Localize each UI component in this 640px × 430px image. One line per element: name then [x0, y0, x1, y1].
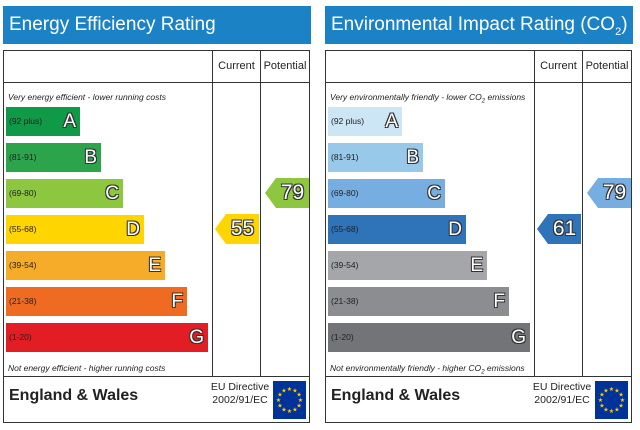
potential-rating-arrow: 79 — [587, 178, 631, 208]
column-header-current: Current — [218, 60, 255, 72]
arrow-shape — [265, 178, 309, 208]
band-range-label: (55-68) — [9, 224, 37, 234]
band-range-label: (55-68) — [331, 224, 359, 234]
band-letter: F — [493, 291, 505, 312]
band-range-label: (92 plus) — [9, 116, 43, 126]
rating-band-f: (21-38) F — [328, 287, 509, 316]
rating-band-c: (69-80) C — [6, 179, 123, 208]
svg-text:★: ★ — [618, 403, 623, 410]
band-range-label: (21-38) — [9, 296, 37, 306]
arrow-shape — [537, 214, 581, 244]
rating-value: 79 — [280, 181, 305, 204]
svg-text:★: ★ — [614, 407, 619, 414]
svg-text:★: ★ — [298, 397, 303, 404]
column-header-potential: Potential — [585, 60, 629, 72]
svg-text:★: ★ — [620, 397, 625, 404]
band-range-label: (1-20) — [331, 332, 354, 342]
svg-text:★: ★ — [614, 387, 619, 394]
band-range-label: (92 plus) — [331, 116, 365, 126]
rating-band-f: (21-38) F — [6, 287, 187, 316]
svg-text:★: ★ — [281, 407, 286, 414]
footer-region: England & Wales — [9, 387, 139, 404]
svg-text:★: ★ — [277, 403, 282, 410]
band-range-label: (81-91) — [331, 152, 359, 162]
band-letter: A — [63, 111, 76, 132]
svg-text:★: ★ — [599, 403, 604, 410]
arrow-shape — [587, 178, 631, 208]
rating-band-e: (39-54) E — [6, 251, 165, 280]
svg-text:★: ★ — [603, 407, 608, 414]
svg-text:★: ★ — [296, 403, 301, 410]
band-range-label: (39-54) — [331, 260, 359, 270]
band-letter: E — [148, 255, 161, 276]
band-letter: F — [171, 291, 183, 312]
svg-text:★: ★ — [609, 408, 614, 415]
arrow-shape — [215, 214, 259, 244]
svg-text:★: ★ — [618, 392, 623, 399]
rating-value: 79 — [602, 181, 627, 204]
svg-text:★: ★ — [277, 392, 282, 399]
rating-band-g: (1-20) G — [6, 323, 208, 352]
eu-directive: EU Directive 2002/91/EC — [532, 381, 592, 406]
svg-text:★: ★ — [599, 392, 604, 399]
svg-text:★: ★ — [598, 397, 603, 404]
eu-flag-icon: ★ ★★★★★★★★★★★ — [595, 381, 628, 419]
note-bottom: Not environmentally friendly - higher CO… — [330, 363, 525, 376]
rating-band-d: (55-68) D — [6, 215, 144, 244]
eu-flag-icon: ★ ★★★★★★★★★★★ — [273, 381, 306, 419]
rating-value: 61 — [552, 217, 577, 240]
svg-text:★: ★ — [287, 408, 292, 415]
svg-text:★: ★ — [292, 387, 297, 394]
environmental-impact-panel: Environmental Impact Rating (CO2) Curren… — [325, 6, 633, 424]
band-letter: B — [84, 147, 97, 168]
panel-title: Energy Efficiency Rating — [3, 6, 311, 44]
band-range-label: (69-80) — [9, 188, 37, 198]
column-header-current: Current — [540, 60, 577, 72]
energy-efficiency-panel: Energy Efficiency Rating Current Potenti… — [3, 6, 311, 424]
panel-title: Environmental Impact Rating (CO2) — [325, 6, 633, 44]
svg-text:★: ★ — [603, 387, 608, 394]
svg-text:★: ★ — [296, 392, 301, 399]
rating-band-e: (39-54) E — [328, 251, 487, 280]
band-range-label: (21-38) — [331, 296, 359, 306]
band-range-label: (39-54) — [9, 260, 37, 270]
rating-band-a: (92 plus) A — [328, 107, 402, 136]
note-top: Very energy efficient - lower running co… — [8, 92, 166, 102]
current-rating-arrow: 55 — [215, 214, 259, 244]
band-letter: B — [406, 147, 419, 168]
eu-directive: EU Directive 2002/91/EC — [210, 381, 270, 406]
footer-region: England & Wales — [331, 387, 461, 404]
rating-band-c: (69-80) C — [328, 179, 445, 208]
column-header-potential: Potential — [263, 60, 307, 72]
band-letter: C — [105, 183, 119, 204]
rating-value: 55 — [230, 217, 255, 240]
rating-band-b: (81-91) B — [6, 143, 101, 172]
svg-text:★: ★ — [609, 386, 614, 393]
rating-table: Current Potential Very energy efficient … — [3, 50, 310, 423]
svg-text:★: ★ — [292, 407, 297, 414]
rating-band-b: (81-91) B — [328, 143, 423, 172]
band-letter: G — [511, 327, 526, 348]
rating-table: Current Potential Very environmentally f… — [325, 50, 632, 423]
note-top: Very environmentally friendly - lower CO… — [330, 92, 526, 105]
svg-text:★: ★ — [281, 387, 286, 394]
band-letter: A — [385, 111, 398, 132]
band-letter: D — [448, 219, 462, 240]
band-range-label: (69-80) — [331, 188, 359, 198]
rating-band-a: (92 plus) A — [6, 107, 80, 136]
band-letter: C — [427, 183, 441, 204]
svg-text:★: ★ — [287, 386, 292, 393]
rating-band-g: (1-20) G — [328, 323, 530, 352]
rating-band-d: (55-68) D — [328, 215, 466, 244]
current-rating-arrow: 61 — [537, 214, 581, 244]
band-range-label: (1-20) — [9, 332, 32, 342]
note-bottom: Not energy efficient - higher running co… — [8, 363, 166, 373]
svg-text:★: ★ — [276, 397, 281, 404]
band-letter: D — [126, 219, 140, 240]
potential-rating-arrow: 79 — [265, 178, 309, 208]
band-range-label: (81-91) — [9, 152, 37, 162]
band-letter: G — [189, 327, 204, 348]
band-letter: E — [470, 255, 483, 276]
